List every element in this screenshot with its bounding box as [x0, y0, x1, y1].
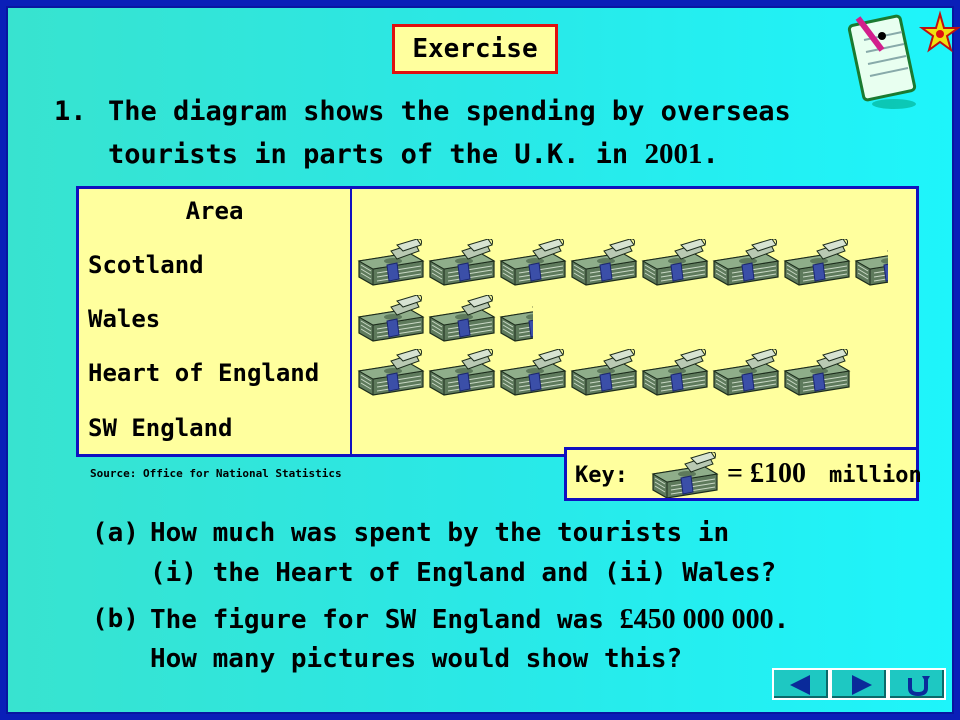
- pictogram-icons: [358, 239, 888, 396]
- part-b-line-1: The figure for SW England was £450 000 0…: [150, 604, 790, 635]
- part-a-label: (a): [92, 518, 139, 548]
- question-number: 1.: [54, 96, 87, 127]
- column-header-area: Area: [185, 197, 244, 225]
- banknote-bundle-icon: [500, 295, 533, 342]
- question-text-line-2: tourists in parts of the U.K. in 2001.: [108, 138, 719, 170]
- banknote-bundle-icon: [358, 239, 424, 286]
- source-note: Source: Office for National Statistics: [90, 467, 342, 480]
- part-a-line-2: (i) the Heart of England and (ii) Wales?: [150, 558, 777, 588]
- pictogram-chart: Area Scotland Wales Heart of England SW …: [76, 186, 919, 457]
- exercise-title: Exercise: [392, 24, 558, 74]
- column-divider: [350, 189, 352, 454]
- banknote-bundle-icon: [500, 349, 566, 396]
- banknote-bundle-icon: [652, 452, 718, 498]
- banknote-bundle-icon: [784, 239, 850, 286]
- banknote-bundle-icon: [429, 349, 495, 396]
- banknote-bundle-icon: [642, 349, 708, 396]
- forward-arrow-icon: [852, 675, 872, 695]
- banknote-bundle-icon: [358, 295, 424, 342]
- key-value: = £100: [727, 458, 806, 489]
- category-label: Scotland: [88, 251, 204, 279]
- part-a-line-1: How much was spent by the tourists in: [150, 518, 730, 548]
- banknote-bundle-icon: [358, 349, 424, 396]
- question-text-line-1: The diagram shows the spending by overse…: [108, 96, 791, 127]
- banknote-bundle-icon: [500, 239, 566, 286]
- banknote-bundle-icon: [429, 239, 495, 286]
- banknote-bundle-icon: [713, 349, 779, 396]
- key-unit: million: [829, 463, 922, 488]
- amount: £450 000 000: [619, 604, 774, 635]
- back-button[interactable]: [772, 668, 830, 700]
- category-label: Wales: [88, 305, 161, 333]
- part-b-label: (b): [92, 604, 139, 634]
- banknote-bundle-icon: [642, 239, 708, 286]
- banknote-bundle-icon: [855, 239, 888, 286]
- key-label: Key:: [575, 463, 628, 488]
- banknote-bundle-icon: [713, 239, 779, 286]
- category-label: SW England: [88, 414, 233, 442]
- year: 2001: [644, 138, 703, 170]
- category-label: Heart of England: [88, 359, 320, 387]
- return-button[interactable]: [888, 668, 946, 700]
- key-box: Key: = £100 million: [564, 447, 922, 501]
- back-arrow-icon: [790, 675, 810, 695]
- banknote-bundle-icon: [429, 295, 495, 342]
- return-icon: [908, 676, 930, 697]
- teacher-notepad-icon: [847, 10, 960, 109]
- banknote-bundle-icon: [571, 239, 637, 286]
- forward-button[interactable]: [830, 668, 888, 700]
- banknote-bundle-icon: [571, 349, 637, 396]
- banknote-bundle-icon: [784, 349, 850, 396]
- part-b-line-2: How many pictures would show this?: [150, 644, 683, 674]
